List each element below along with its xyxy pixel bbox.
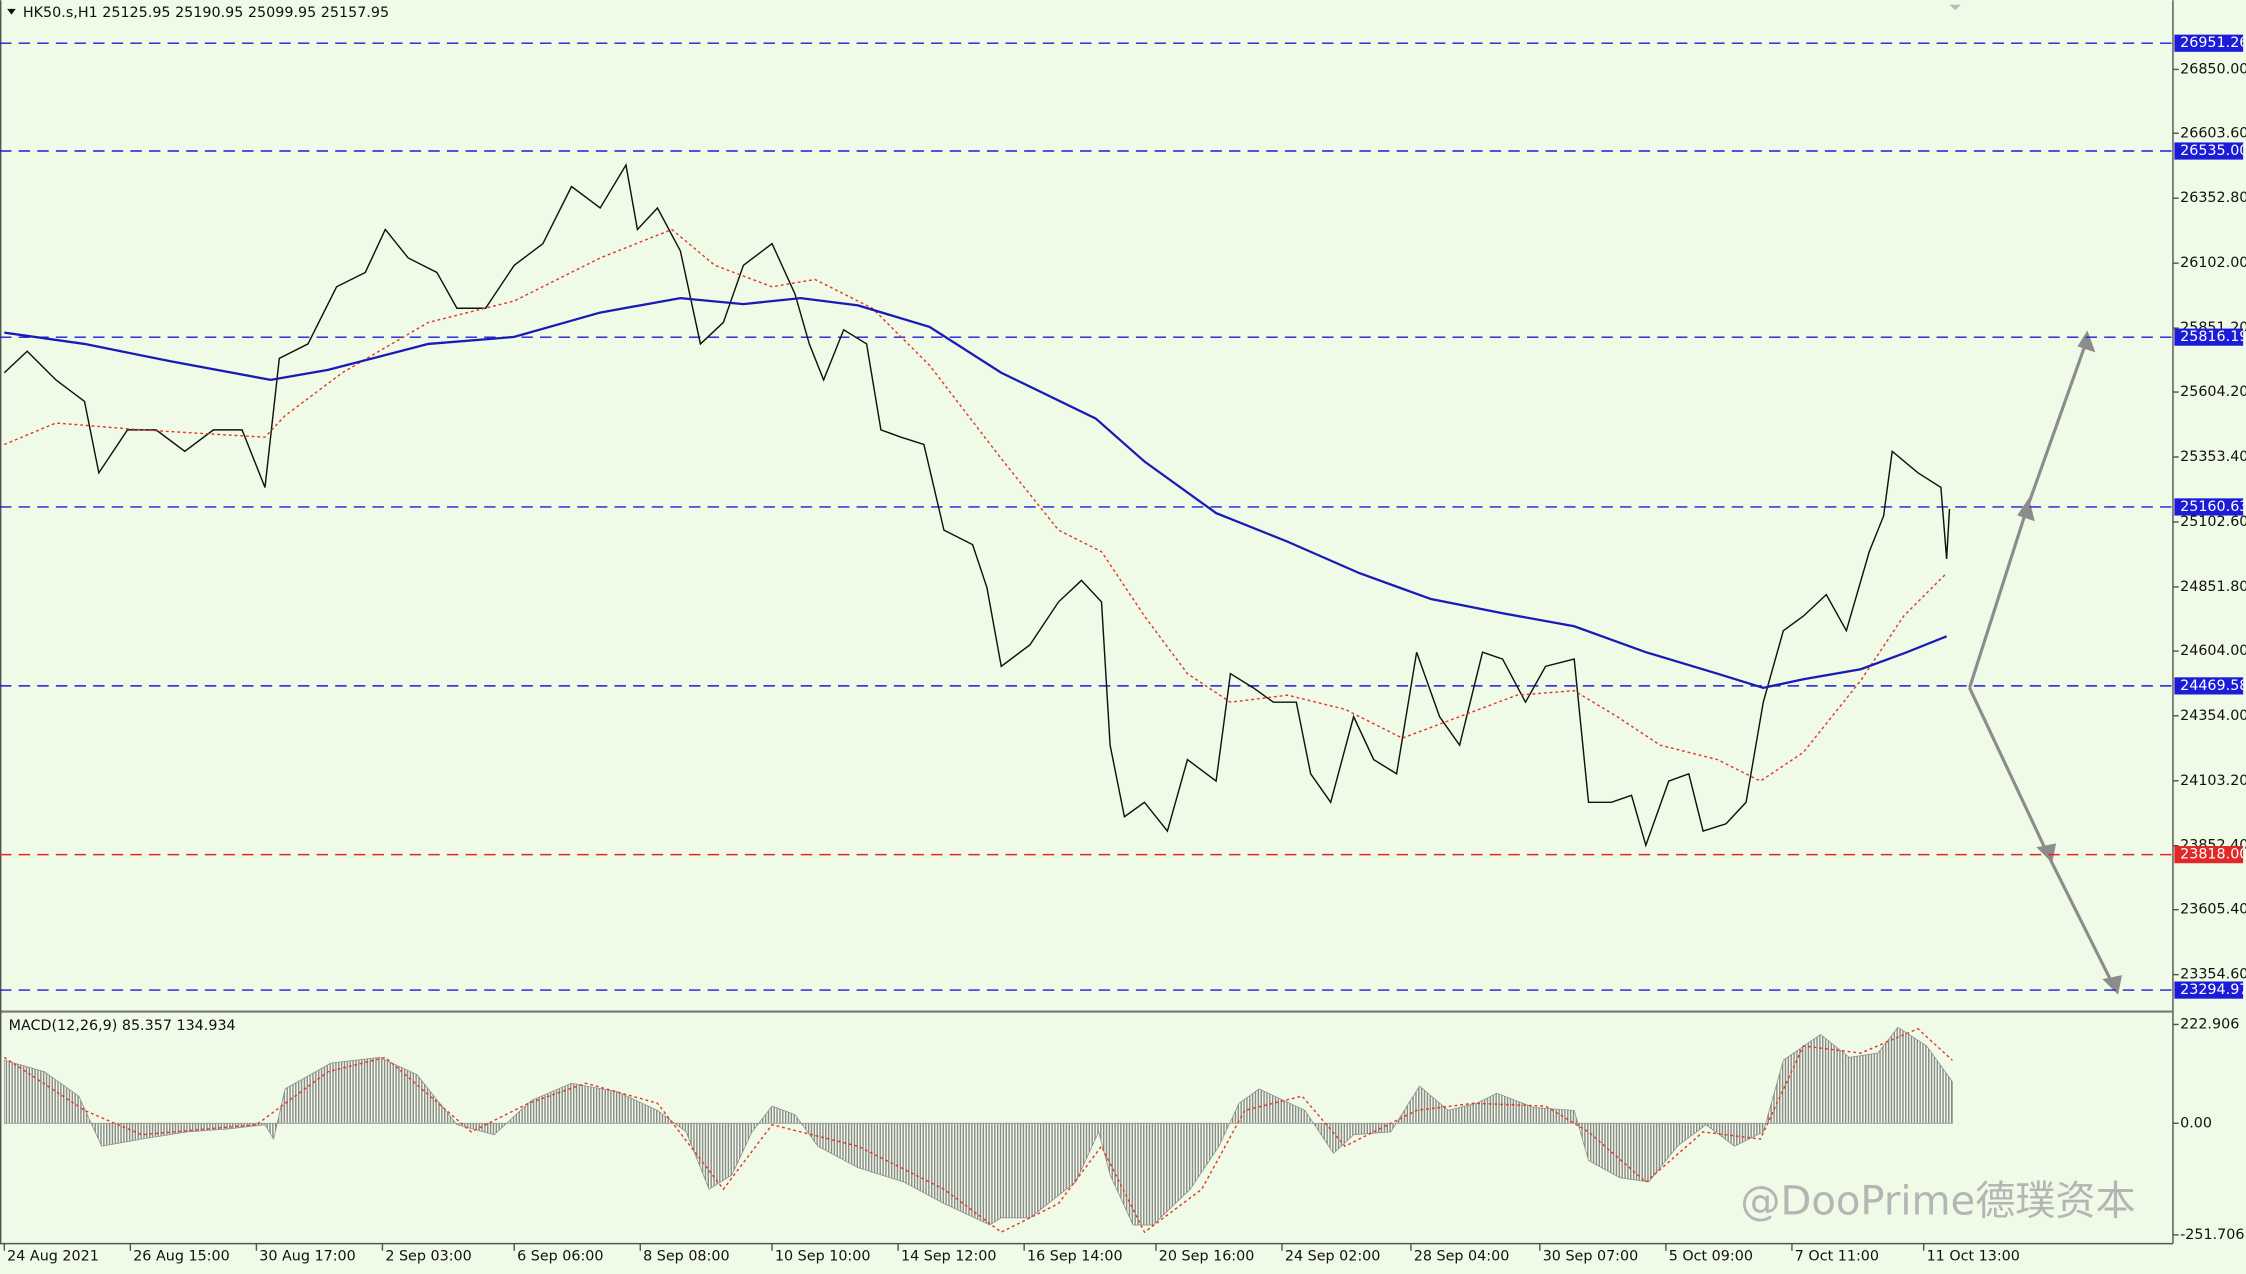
arrow-head (2036, 843, 2057, 863)
y-tick-label: 24354.00 (2180, 708, 2246, 724)
x-tick-label: 10 Sep 10:00 (775, 1249, 871, 1265)
level-box (2174, 328, 2244, 346)
level-label: 26535.00 (2180, 143, 2246, 159)
x-tick-label: 26 Aug 15:00 (133, 1249, 230, 1265)
y-tick-label: 24851.80 (2180, 579, 2246, 595)
x-tick-label: 11 Oct 13:00 (1927, 1249, 2020, 1265)
x-tick-label: 14 Sep 12:00 (901, 1249, 997, 1265)
y-tick-label: 23605.40 (2180, 902, 2246, 918)
y-tick-label: 26603.60 (2180, 125, 2246, 141)
x-tick-label: 5 Oct 09:00 (1669, 1249, 1753, 1265)
level-label: 23294.97 (2180, 982, 2246, 998)
level-label: 25816.19 (2180, 329, 2246, 345)
arrow-head (2102, 975, 2122, 995)
forecast-arrows (1968, 330, 2122, 995)
y-tick-label: 24103.20 (2180, 773, 2246, 789)
y-tick-label: 25604.20 (2180, 384, 2246, 400)
level-box (2174, 981, 2244, 999)
y-tick-label: 23354.60 (2180, 967, 2246, 983)
x-tick-label: 28 Sep 04:00 (1414, 1249, 1510, 1265)
level-label: 26951.26 (2180, 35, 2246, 51)
x-tick-label: 30 Aug 17:00 (259, 1249, 356, 1265)
y-tick-label: 25102.60 (2180, 514, 2246, 530)
x-tick-label: 2 Sep 03:00 (385, 1249, 471, 1265)
x-tick-label: 6 Sep 06:00 (517, 1249, 603, 1265)
y-tick-label: 26850.00 (2180, 61, 2246, 77)
series-line (4, 296, 1948, 690)
level-label: 24469.58 (2180, 678, 2246, 694)
x-tick-label: 16 Sep 14:00 (1027, 1249, 1123, 1265)
chart-title: HK50.s,H1 25125.95 25190.95 25099.95 251… (23, 5, 389, 21)
y-tick-label: 26102.00 (2180, 255, 2246, 271)
series-line (3, 163, 1951, 848)
y-tick-label: 24604.00 (2180, 643, 2246, 659)
level-box (2174, 677, 2244, 695)
arrow-head (2077, 330, 2096, 353)
level-box (2174, 34, 2244, 52)
level-box (2174, 142, 2244, 160)
watermark: @DooPrime德璞资本 (1740, 1179, 2135, 1225)
arrow-head (2017, 497, 2035, 522)
y-tick-label: 222.906 (2180, 1016, 2239, 1032)
indicator-title: MACD(12,26,9) 85.357 134.934 (9, 1018, 236, 1034)
x-tick-label: 20 Sep 16:00 (1159, 1249, 1255, 1265)
x-tick-label: 7 Oct 11:00 (1795, 1249, 1879, 1265)
level-box (2174, 846, 2244, 864)
y-tick-label: -251.706 (2180, 1227, 2244, 1243)
y-tick-label: 0.00 (2180, 1115, 2212, 1131)
series-line (3, 1027, 1953, 1234)
histogram-area (3, 1026, 1953, 1226)
level-box (2174, 498, 2244, 516)
x-tick-label: 30 Sep 07:00 (1543, 1249, 1639, 1265)
x-tick-label: 24 Aug 2021 (7, 1249, 99, 1265)
x-tick-label: 24 Sep 02:00 (1285, 1249, 1381, 1265)
level-label: 25160.63 (2180, 499, 2246, 515)
shift-marker (1949, 4, 1961, 11)
y-tick-label: 26352.80 (2180, 190, 2246, 206)
x-tick-label: 8 Sep 08:00 (643, 1249, 729, 1265)
y-tick-label: 25353.40 (2180, 449, 2246, 465)
level-label: 23818.00 (2180, 847, 2246, 863)
series-line (4, 228, 1948, 782)
menu-icon[interactable] (7, 8, 16, 15)
